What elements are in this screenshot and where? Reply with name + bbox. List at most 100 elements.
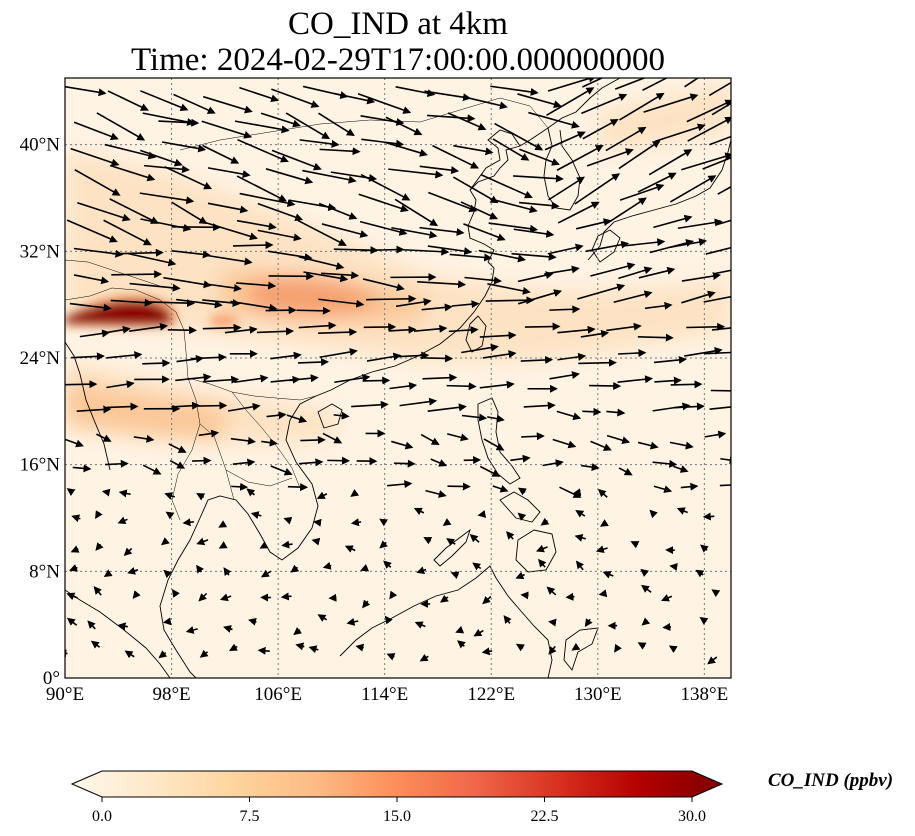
wind-arrow bbox=[598, 589, 608, 598]
wind-arrow bbox=[580, 329, 610, 338]
wind-arrow bbox=[686, 99, 731, 123]
wind-arrow bbox=[618, 266, 653, 280]
wind-arrow bbox=[641, 617, 651, 626]
wind-arrow bbox=[95, 510, 103, 520]
border-india-china bbox=[65, 259, 161, 287]
border-himalaya bbox=[65, 287, 189, 379]
wind-arrow bbox=[709, 406, 731, 411]
wind-arrow bbox=[110, 298, 153, 307]
wind-arrow bbox=[66, 488, 76, 496]
wind-arrow bbox=[557, 201, 600, 224]
wind-arrow bbox=[379, 518, 389, 527]
wind-arrow bbox=[540, 517, 550, 526]
plume-hotspot-secondary bbox=[210, 314, 240, 327]
wind-arrow bbox=[680, 482, 699, 491]
wind-arrow bbox=[602, 571, 614, 579]
y-tick-label: 8°N bbox=[29, 561, 60, 582]
wind-arrow bbox=[637, 441, 659, 450]
wind-arrow bbox=[196, 564, 204, 574]
wind-arrow bbox=[104, 143, 157, 160]
wind-arrow bbox=[71, 514, 81, 523]
wind-arrow bbox=[103, 219, 152, 246]
wind-arrow bbox=[139, 192, 195, 205]
wind-arrow bbox=[267, 250, 313, 262]
wind-arrow bbox=[90, 640, 101, 649]
wind-arrow bbox=[581, 463, 600, 471]
wind-arrow bbox=[176, 298, 223, 309]
plume-region-5 bbox=[65, 380, 230, 440]
wind-arrow bbox=[453, 144, 494, 156]
plume-hotspot-core bbox=[65, 300, 172, 325]
wind-arrow bbox=[311, 537, 321, 546]
wind-arrow bbox=[318, 202, 358, 220]
coastline-bay-of-bengal bbox=[65, 341, 111, 471]
wind-arrow bbox=[542, 459, 564, 468]
x-tick-label: 130°E bbox=[574, 684, 622, 705]
wind-arrow bbox=[544, 131, 586, 151]
wind-arrow bbox=[123, 547, 133, 557]
wind-arrow bbox=[228, 643, 238, 651]
wind-arrow bbox=[649, 509, 658, 519]
wind-arrow bbox=[223, 567, 232, 577]
y-tick-label: 32°N bbox=[20, 241, 61, 262]
wind-arrow bbox=[132, 590, 141, 599]
wind-arrow bbox=[95, 433, 112, 442]
wind-arrow bbox=[384, 615, 393, 625]
wind-arrow bbox=[652, 459, 678, 468]
wind-arrow bbox=[413, 507, 425, 516]
map-title-line2: Time: 2024-02-29T17:00:00.000000000 bbox=[130, 42, 666, 78]
wind-arrow bbox=[344, 545, 356, 553]
wind-arrow bbox=[144, 299, 195, 308]
wind-arrow bbox=[69, 302, 112, 312]
wind-arrow bbox=[239, 192, 296, 208]
wind-arrow bbox=[250, 511, 262, 519]
x-tick-label: 138°E bbox=[681, 684, 729, 705]
wind-arrow bbox=[140, 149, 183, 167]
wind-arrow bbox=[548, 176, 585, 201]
wind-arrow bbox=[490, 85, 539, 96]
wind-arrow bbox=[644, 301, 673, 310]
wind-arrow bbox=[383, 560, 392, 569]
wind-arrow bbox=[202, 298, 241, 307]
wind-arrow bbox=[385, 141, 428, 157]
wind-arrow bbox=[521, 432, 545, 441]
wind-arrow bbox=[233, 241, 274, 250]
coastline-visayas bbox=[499, 491, 541, 523]
wind-arrow bbox=[517, 487, 527, 496]
wind-arrow bbox=[481, 647, 493, 656]
wind-arrow bbox=[617, 375, 653, 384]
wind-arrow bbox=[544, 265, 580, 275]
wind-arrow bbox=[106, 380, 135, 389]
wind-arrow bbox=[107, 90, 149, 111]
wind-arrow bbox=[93, 586, 102, 596]
wind-arrow bbox=[385, 116, 423, 136]
wind-arrow bbox=[479, 465, 501, 477]
coastline-mindanao bbox=[515, 529, 557, 573]
y-tick-label: 40°N bbox=[20, 135, 61, 156]
wind-arrow bbox=[720, 456, 731, 464]
wind-arrow bbox=[192, 456, 212, 465]
wind-arrow bbox=[432, 144, 479, 169]
wind-arrow bbox=[95, 542, 104, 551]
wind-arrow bbox=[196, 493, 206, 501]
wind-arrow bbox=[549, 305, 581, 314]
wind-arrow bbox=[297, 219, 347, 246]
wind-arrow bbox=[607, 197, 647, 224]
wind-arrow bbox=[283, 516, 293, 525]
wind-arrow bbox=[487, 283, 531, 295]
wind-arrow bbox=[452, 176, 499, 204]
wind-arrow bbox=[548, 645, 557, 655]
wind-arrow bbox=[65, 380, 98, 389]
wind-arrow bbox=[142, 359, 171, 368]
wind-arrow bbox=[389, 382, 418, 390]
wind-arrow bbox=[704, 351, 731, 355]
coastline-hainan bbox=[317, 403, 343, 429]
wind-arrow bbox=[259, 541, 269, 549]
wind-arrow bbox=[246, 488, 256, 497]
x-tick-label: 98°E bbox=[152, 684, 190, 705]
wind-arrow bbox=[158, 650, 168, 659]
wind-arrow bbox=[419, 165, 460, 175]
wind-arrow bbox=[199, 649, 209, 658]
wind-arrow bbox=[606, 434, 631, 445]
wind-arrow bbox=[681, 290, 716, 304]
